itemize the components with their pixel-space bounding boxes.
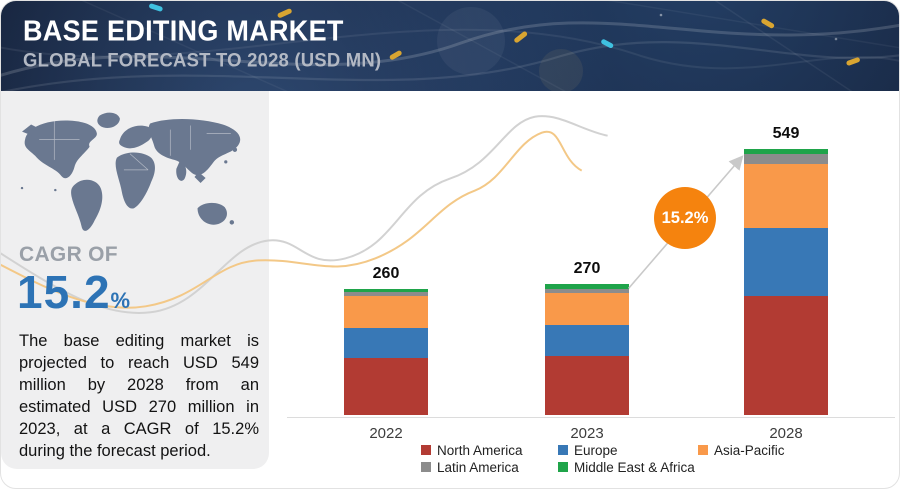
legend-item-asia-pacific: Asia-Pacific bbox=[698, 442, 891, 458]
bar-segment-2023-asia-pacific bbox=[545, 293, 629, 325]
header-banner: BASE EDITING MARKET GLOBAL FORECAST TO 2… bbox=[1, 1, 899, 91]
bar-segment-2028-asia-pacific bbox=[744, 163, 828, 228]
bar-total-2028: 549 bbox=[772, 124, 800, 142]
page-subtitle: GLOBAL FORECAST TO 2028 (USD MN) bbox=[23, 49, 382, 71]
bar-segment-2022-north-america bbox=[344, 357, 428, 415]
legend-swatch-middle-east-africa bbox=[558, 462, 568, 472]
legend-item-north-america: North America bbox=[421, 442, 558, 458]
chart-legend: North America Europe Asia-Pacific Latin Ame… bbox=[421, 442, 891, 475]
bar-segment-2028-latin-america bbox=[744, 154, 828, 164]
bar-segment-2023-europe bbox=[545, 324, 629, 357]
legend-swatch-asia-pacific bbox=[698, 445, 708, 455]
cagr-badge: 15.2% bbox=[654, 187, 716, 249]
legend-swatch-north-america bbox=[421, 445, 431, 455]
legend-label-north-america: North America bbox=[437, 442, 523, 458]
x-axis-label-2023: 2023 bbox=[570, 425, 604, 442]
bar-2028 bbox=[744, 148, 828, 415]
header-decoration bbox=[1, 1, 899, 91]
bar-segment-2028-europe bbox=[744, 227, 828, 297]
x-axis-label-2022: 2022 bbox=[369, 425, 403, 442]
legend-item-europe: Europe bbox=[558, 442, 698, 458]
bar-total-2023: 270 bbox=[573, 260, 601, 278]
legend-swatch-latin-america bbox=[421, 462, 431, 472]
bar-2023 bbox=[545, 284, 629, 415]
legend-swatch-europe bbox=[558, 445, 568, 455]
bar-total-2022: 260 bbox=[372, 264, 400, 282]
legend-label-asia-pacific: Asia-Pacific bbox=[714, 442, 785, 458]
bar-segment-2028-middle-east-africa bbox=[744, 148, 828, 154]
bar-segment-2022-asia-pacific bbox=[344, 296, 428, 329]
bar-segment-2022-europe bbox=[344, 328, 428, 358]
legend-item-latin-america: Latin America bbox=[421, 459, 558, 475]
x-axis-line bbox=[287, 417, 895, 418]
legend-label-middle-east-africa: Middle East & Africa bbox=[574, 459, 695, 475]
bar-segment-2023-north-america bbox=[545, 356, 629, 415]
page-title: BASE EDITING MARKET bbox=[23, 15, 344, 47]
x-axis-label-2028: 2028 bbox=[769, 425, 803, 442]
bar-2022 bbox=[344, 288, 428, 415]
bar-segment-2028-north-america bbox=[744, 296, 828, 415]
legend-item-middle-east-africa: Middle East & Africa bbox=[558, 459, 698, 475]
legend-label-europe: Europe bbox=[574, 442, 618, 458]
legend-label-latin-america: Latin America bbox=[437, 459, 519, 475]
